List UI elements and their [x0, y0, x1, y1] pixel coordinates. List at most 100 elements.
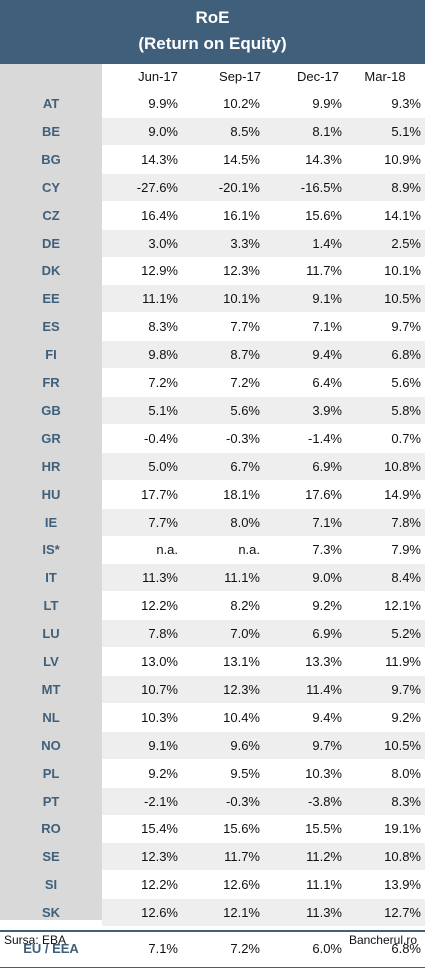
row-band	[102, 899, 425, 927]
value-cell: 12.6%	[141, 905, 178, 921]
value-cell: 12.7%	[384, 905, 421, 921]
table-row: SI 12.2% 12.6% 11.1% 13.9%	[0, 871, 425, 898]
table-row: AT 9.9% 10.2% 9.9% 9.3%	[0, 90, 425, 117]
value-cell: -1.4%	[308, 430, 342, 446]
table-row: LT 12.2% 8.2% 9.2% 12.1%	[0, 592, 425, 619]
table-row: FR 7.2% 7.2% 6.4% 5.6%	[0, 369, 425, 396]
value-cell: 9.7%	[312, 737, 342, 753]
country-label: EE	[42, 291, 60, 307]
value-cell: -20.1%	[218, 179, 260, 195]
value-cell: 13.9%	[384, 877, 421, 893]
value-cell: 15.4%	[141, 821, 178, 837]
country-label: DK	[41, 263, 61, 279]
value-cell: 9.1%	[148, 737, 178, 753]
row-band	[102, 285, 425, 313]
country-label: CY	[41, 179, 61, 195]
value-cell: 7.0%	[230, 626, 260, 642]
country-label: HU	[41, 486, 61, 502]
value-cell: -16.5%	[300, 179, 342, 195]
value-cell: -3.8%	[308, 793, 342, 809]
country-label: IS*	[42, 542, 60, 558]
country-label: RO	[41, 821, 61, 837]
value-cell: 10.5%	[384, 291, 421, 307]
country-label: DE	[41, 235, 61, 251]
value-cell: 10.1%	[384, 263, 421, 279]
value-cell: -0.3%	[226, 793, 260, 809]
row-band	[102, 452, 425, 480]
value-cell: 10.3%	[141, 709, 178, 725]
table-row: DK 12.9% 12.3% 11.7% 10.1%	[0, 257, 425, 284]
value-cell: 10.1%	[223, 291, 260, 307]
value-cell: 3.3%	[230, 235, 260, 251]
value-cell: 14.3%	[305, 151, 342, 167]
row-band	[102, 731, 425, 759]
country-label: IE	[44, 514, 58, 530]
total-row: EU / EEA 7.1% 7.2% 6.0% 6.8%	[0, 934, 425, 964]
value-cell: 5.2%	[391, 626, 421, 642]
table-row: HR 5.0% 6.7% 6.9% 10.8%	[0, 452, 425, 480]
value-cell: 8.2%	[230, 598, 260, 614]
table-row: PL 9.2% 9.5% 10.3% 8.0%	[0, 760, 425, 787]
row-band	[102, 620, 425, 648]
value-cell: 7.7%	[230, 319, 260, 335]
value-cell: 9.0%	[312, 570, 342, 586]
value-cell: 17.7%	[141, 486, 178, 502]
value-cell: 7.8%	[148, 626, 178, 642]
value-cell: 7.2%	[230, 375, 260, 390]
value-cell: 9.5%	[230, 765, 260, 781]
value-cell: 5.1%	[148, 402, 178, 418]
total-value-cell: 7.1%	[148, 941, 178, 956]
value-cell: 9.8%	[148, 347, 178, 363]
value-cell: 0.7%	[391, 430, 421, 446]
value-cell: 8.9%	[391, 179, 421, 195]
value-cell: 12.9%	[141, 263, 178, 279]
country-label: BG	[41, 151, 61, 167]
row-band	[102, 508, 425, 536]
value-cell: 6.9%	[312, 626, 342, 642]
value-cell: 16.1%	[223, 207, 260, 223]
table-row: DE 3.0% 3.3% 1.4% 2.5%	[0, 229, 425, 257]
value-cell: 8.3%	[148, 319, 178, 335]
value-cell: 16.4%	[141, 207, 178, 223]
country-label: SI	[44, 877, 58, 893]
value-cell: 8.7%	[230, 347, 260, 363]
value-cell: 9.4%	[312, 709, 342, 725]
value-cell: 8.0%	[230, 514, 260, 530]
total-value-cell: 6.0%	[312, 941, 342, 956]
country-label: LU	[42, 626, 60, 642]
value-cell: 10.8%	[384, 458, 421, 474]
value-cell: 8.5%	[230, 123, 260, 139]
table-row: IE 7.7% 8.0% 7.1% 7.8%	[0, 508, 425, 536]
value-cell: 5.6%	[230, 402, 260, 418]
value-cell: 17.6%	[305, 486, 342, 502]
table-title: RoE	[195, 8, 230, 27]
value-cell: n.a.	[156, 542, 178, 558]
row-band	[102, 229, 425, 257]
value-cell: 12.3%	[223, 263, 260, 279]
country-label: HR	[41, 458, 61, 474]
table-row: LV 13.0% 13.1% 13.3% 11.9%	[0, 648, 425, 675]
value-cell: 11.1%	[224, 570, 260, 586]
value-cell: 11.3%	[142, 570, 178, 586]
value-cell: -0.4%	[144, 430, 178, 446]
value-cell: 10.8%	[384, 849, 421, 865]
country-label: CZ	[42, 207, 60, 223]
value-cell: 12.2%	[141, 598, 178, 614]
column-header: Sep-17	[219, 69, 261, 84]
table-row: MT 10.7% 12.3% 11.4% 9.7%	[0, 675, 425, 703]
value-cell: 14.3%	[141, 151, 178, 167]
table-row: BE 9.0% 8.5% 8.1% 5.1%	[0, 117, 425, 145]
value-cell: 14.1%	[384, 207, 421, 223]
value-cell: 7.1%	[312, 514, 342, 530]
country-label: GR	[41, 430, 61, 446]
source-note: Sursa: EBA	[4, 933, 67, 947]
total-value-cell: 7.2%	[230, 941, 260, 956]
row-band	[102, 341, 425, 369]
value-cell: 1.4%	[312, 235, 342, 251]
value-cell: 11.7%	[224, 849, 260, 865]
value-cell: 10.5%	[384, 737, 421, 753]
table-row: NL 10.3% 10.4% 9.4% 9.2%	[0, 704, 425, 731]
value-cell: 9.1%	[312, 291, 342, 307]
value-cell: 13.0%	[141, 654, 178, 669]
country-label: PT	[42, 793, 60, 809]
